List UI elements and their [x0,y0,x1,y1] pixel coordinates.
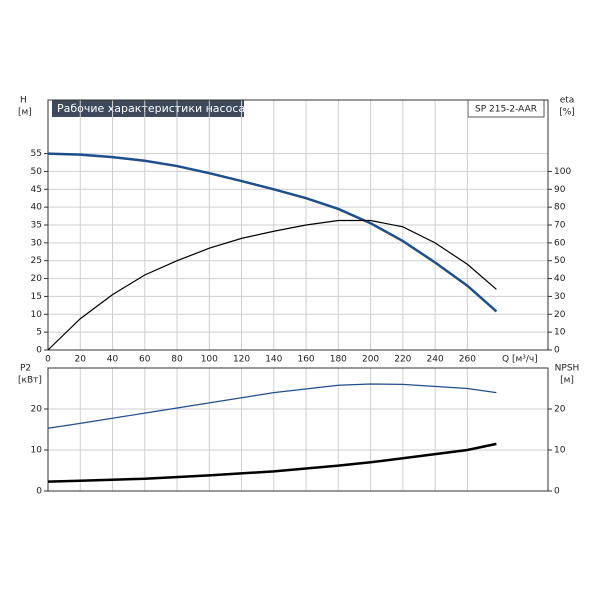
plot-frame [47,99,549,351]
chart-title: Рабочие характеристики насоса [57,102,245,115]
y2-tick-label: 70 [554,221,566,231]
y-axis-unit: [кВт] [18,376,42,386]
x-tick-label: 80 [171,355,183,365]
x-tick-label: 240 [427,355,444,365]
curve [47,152,498,313]
y-tick-label: 20 [31,274,43,284]
y-tick-label: 25 [31,256,42,266]
x-tick-label: 140 [265,355,282,365]
x-tick-label: 120 [233,355,250,365]
y-tick-label: 45 [31,185,42,195]
x-tick-label: 160 [297,355,314,365]
y-tick-label: 30 [31,238,43,248]
x-tick-label: 200 [362,355,379,365]
x-tick-label: 100 [201,355,218,365]
y2-tick-label: 80 [554,203,566,213]
y-tick-label: 10 [31,446,43,456]
y2-tick-label: 10 [554,328,566,338]
y-tick-label: 20 [31,405,43,415]
title-box [52,100,244,117]
curve [47,383,497,429]
y-axis-label: H [20,96,27,106]
y-axis-unit: [м] [18,108,32,118]
y2-tick-label: 30 [554,292,566,302]
y2-tick-label: 10 [554,446,566,456]
y2-tick-label: 0 [554,346,560,356]
y2-tick-label: 0 [554,487,560,497]
y-tick-label: 15 [31,292,42,302]
y2-tick-label: 40 [554,274,566,284]
y-tick-label: 0 [36,346,42,356]
y2-tick-label: 100 [554,167,571,177]
x-tick-label: 180 [330,355,347,365]
y-tick-label: 0 [36,487,42,497]
x-tick-label: 0 [45,355,51,365]
y-tick-label: 50 [31,167,43,177]
x-tick-label: 60 [139,355,151,365]
curve [47,442,497,483]
y-tick-label: 55 [31,149,42,159]
model-label: SP 215-2-AAR [475,105,537,115]
y-tick-label: 10 [31,310,43,320]
y-tick-label: 40 [31,203,43,213]
x-tick-label: 40 [107,355,119,365]
x-tick-label: 220 [394,355,411,365]
y-axis-label: P2 [20,364,31,374]
y2-tick-label: 20 [554,405,566,415]
plot-frame [47,367,549,492]
y2-axis-label: eta [560,96,575,106]
x-tick-label: 20 [75,355,87,365]
y2-axis-unit: [м] [560,376,574,386]
x-axis-label: Q [м³/ч] [502,355,538,365]
y2-tick-label: 90 [554,185,566,195]
y2-tick-label: 20 [554,310,566,320]
x-tick-label: 260 [459,355,476,365]
y2-axis-label: NPSH [555,364,580,374]
y2-axis-unit: [%] [559,108,575,118]
y2-tick-label: 60 [554,238,566,248]
curve [47,219,497,351]
y-tick-label: 5 [36,328,42,338]
y-tick-label: 35 [31,221,42,231]
y2-tick-label: 50 [554,256,566,266]
